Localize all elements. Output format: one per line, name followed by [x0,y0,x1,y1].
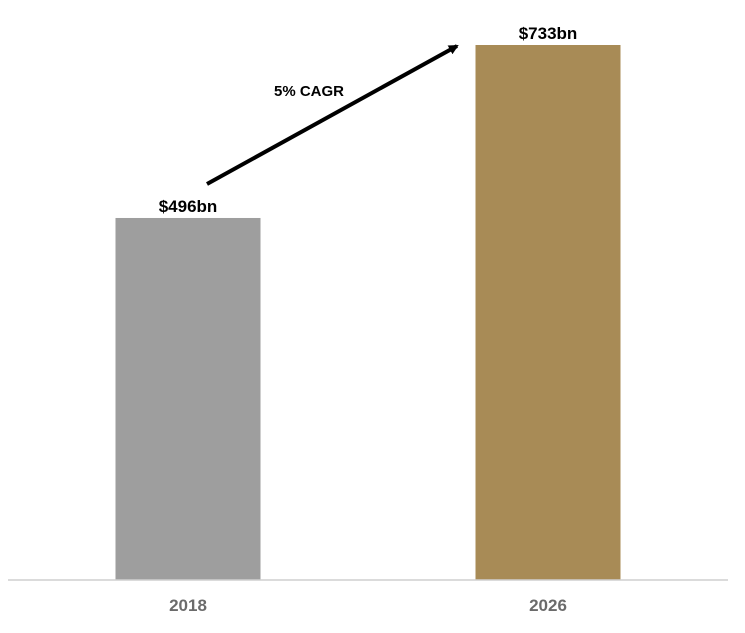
data-label-2026: $733bn [519,24,578,43]
labels-layer: $496bn $733bn [159,24,578,216]
x-tick-labels: 2018 2026 [169,596,567,615]
bar-2026 [475,45,621,580]
data-label-2018: $496bn [159,197,218,216]
cagr-arrow [206,44,459,186]
bars-layer [115,45,621,580]
x-tick-2018: 2018 [169,596,207,615]
cagr-annotation: 5% CAGR [206,44,459,186]
bar-2018 [115,217,261,580]
cagr-label: 5% CAGR [274,83,344,100]
x-tick-2026: 2026 [529,596,567,615]
